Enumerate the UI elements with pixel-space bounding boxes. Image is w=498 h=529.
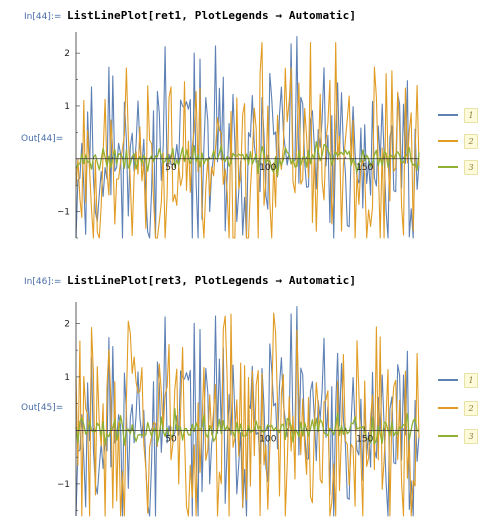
y-tick-label: 1 (64, 102, 70, 112)
legend-label: 3 (464, 160, 478, 175)
x-tick-label: 50 (165, 434, 177, 444)
y-tick-label: 1 (64, 373, 70, 383)
legend-swatch (438, 166, 458, 168)
legend-swatch (438, 379, 458, 381)
series-2-line (75, 312, 420, 517)
legend-swatch (438, 407, 458, 409)
legend-item: 3 (438, 160, 488, 175)
output-label: Out[44]= (21, 134, 64, 144)
legend-swatch (438, 140, 458, 142)
notebook-cell-2: In[46]:= ListLinePlot[ret3, PlotLegends … (0, 262, 498, 529)
x-tick-label: 150 (356, 434, 373, 444)
legend-item: 3 (438, 429, 488, 444)
input-code[interactable]: ListLinePlot[ret1, PlotLegends → Automat… (67, 9, 357, 22)
y-tick-label: −1 (58, 208, 70, 218)
y-tick-label: −1 (58, 480, 70, 490)
input-code[interactable]: ListLinePlot[ret3, PlotLegends → Automat… (67, 274, 357, 287)
output-label: Out[45]= (21, 403, 64, 413)
series-2-line (75, 42, 420, 239)
input-label: In[44]:= (24, 12, 62, 22)
legend-label: 1 (464, 108, 478, 123)
legend-label: 2 (464, 401, 478, 416)
line-plot[interactable]: 50 100 150 2 1 −1 (58, 298, 423, 520)
y-tick-label: 2 (64, 49, 70, 59)
line-plot[interactable]: 50 100 150 2 1 −1 (58, 28, 423, 242)
input-label: In[46]:= (24, 277, 62, 287)
y-tick-label: 2 (64, 319, 70, 329)
legend-label: 1 (464, 373, 478, 388)
legend-label: 2 (464, 134, 478, 149)
legend-item: 1 (438, 373, 488, 388)
notebook-cell-1: In[44]:= ListLinePlot[ret1, PlotLegends … (0, 0, 498, 262)
series-1-line (75, 35, 420, 239)
series-3-line (75, 141, 420, 177)
legend-swatch (438, 114, 458, 116)
x-tick-label: 100 (259, 434, 276, 444)
legend-item: 2 (438, 401, 488, 416)
legend-item: 2 (438, 134, 488, 149)
legend-swatch (438, 435, 458, 437)
x-tick-label: 100 (259, 163, 276, 173)
x-tick-label: 150 (356, 163, 373, 173)
legend-item: 1 (438, 108, 488, 123)
x-tick-label: 50 (165, 163, 177, 173)
legend-label: 3 (464, 429, 478, 444)
